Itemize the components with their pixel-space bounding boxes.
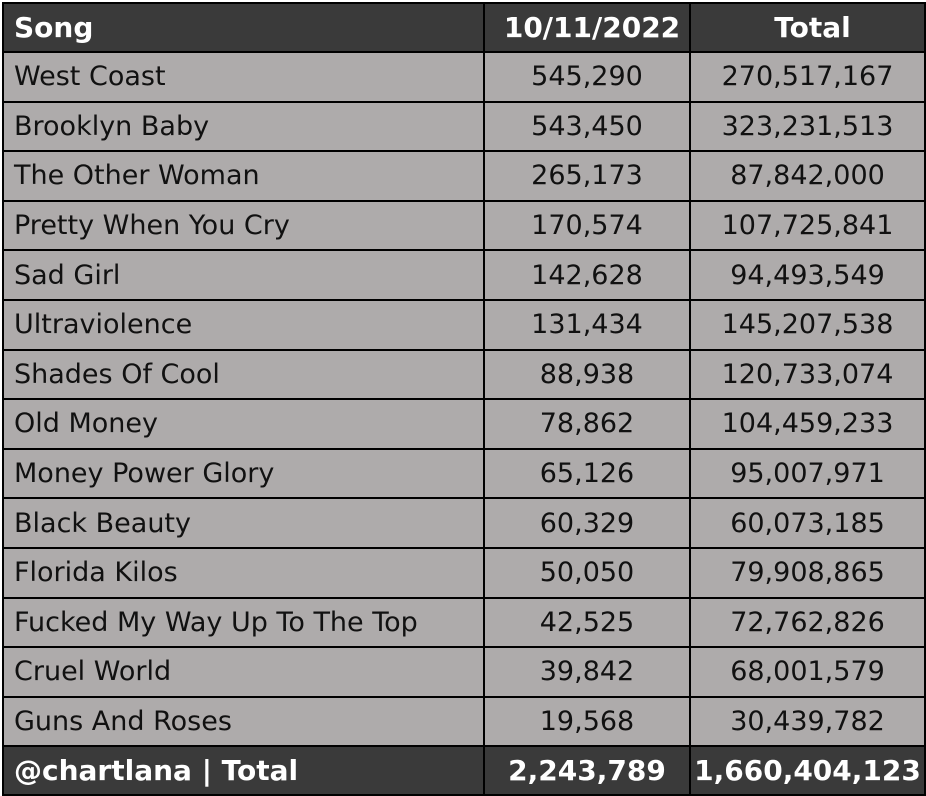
total-streams-cell: 60,073,185: [689, 497, 926, 549]
daily-streams-cell: 265,173: [483, 150, 691, 202]
total-streams-cell: 30,439,782: [689, 695, 926, 748]
date-column-header: 10/11/2022: [483, 2, 691, 53]
daily-streams-cell: 78,862: [483, 398, 691, 450]
footer-row: @chartlana | Total 2,243,789 1,660,404,1…: [2, 745, 926, 796]
total-streams-cell: 145,207,538: [689, 298, 926, 351]
daily-streams-cell: 131,434: [483, 298, 691, 351]
table-row: West Coast 545,290 270,517,167: [2, 51, 926, 103]
total-streams-cell: 270,517,167: [689, 51, 926, 103]
song-cell: Sad Girl: [2, 249, 485, 301]
daily-streams-cell: 50,050: [483, 546, 691, 599]
total-column-header: Total: [689, 2, 926, 53]
daily-streams-cell: 65,126: [483, 447, 691, 500]
header-row: Song 10/11/2022 Total: [2, 2, 926, 53]
song-cell: The Other Woman: [2, 150, 485, 202]
footer-grand-total: 1,660,404,123: [689, 745, 926, 796]
footer-label: @chartlana | Total: [2, 745, 485, 796]
table-row: Shades Of Cool 88,938 120,733,074: [2, 348, 926, 401]
daily-streams-cell: 543,450: [483, 100, 691, 153]
table-row: Old Money 78,862 104,459,233: [2, 398, 926, 450]
song-cell: West Coast: [2, 51, 485, 103]
total-streams-cell: 87,842,000: [689, 150, 926, 202]
daily-streams-cell: 170,574: [483, 199, 691, 252]
table-row: Black Beauty 60,329 60,073,185: [2, 497, 926, 549]
total-streams-cell: 94,493,549: [689, 249, 926, 301]
total-streams-cell: 104,459,233: [689, 398, 926, 450]
table-row: Cruel World 39,842 68,001,579: [2, 646, 926, 698]
table-row: Pretty When You Cry 170,574 107,725,841: [2, 199, 926, 252]
daily-streams-cell: 19,568: [483, 695, 691, 748]
total-streams-cell: 79,908,865: [689, 546, 926, 599]
total-streams-cell: 107,725,841: [689, 199, 926, 252]
song-cell: Money Power Glory: [2, 447, 485, 500]
song-rows: West Coast 545,290 270,517,167 Brooklyn Bab…: [2, 51, 926, 748]
table-row: Guns And Roses 19,568 30,439,782: [2, 695, 926, 748]
song-cell: Guns And Roses: [2, 695, 485, 748]
daily-streams-cell: 42,525: [483, 596, 691, 649]
song-cell: Brooklyn Baby: [2, 100, 485, 153]
total-streams-cell: 120,733,074: [689, 348, 926, 401]
total-streams-cell: 72,762,826: [689, 596, 926, 649]
song-column-header: Song: [2, 2, 485, 53]
footer-daily-total: 2,243,789: [483, 745, 691, 796]
daily-streams-cell: 142,628: [483, 249, 691, 301]
total-streams-cell: 68,001,579: [689, 646, 926, 698]
total-streams-cell: 323,231,513: [689, 100, 926, 153]
table-row: Fucked My Way Up To The Top 42,525 72,762,…: [2, 596, 926, 649]
song-cell: Old Money: [2, 398, 485, 450]
daily-streams-cell: 60,329: [483, 497, 691, 549]
total-streams-cell: 95,007,971: [689, 447, 926, 500]
table-row: Brooklyn Baby 543,450 323,231,513: [2, 100, 926, 153]
song-cell: Shades Of Cool: [2, 348, 485, 401]
table-row: Ultraviolence 131,434 145,207,538: [2, 298, 926, 351]
table-row: Sad Girl 142,628 94,493,549: [2, 249, 926, 301]
table-row: Money Power Glory 65,126 95,007,971: [2, 447, 926, 500]
table-row: The Other Woman 265,173 87,842,000: [2, 150, 926, 202]
song-cell: Black Beauty: [2, 497, 485, 549]
table-row: Florida Kilos 50,050 79,908,865: [2, 546, 926, 599]
daily-streams-cell: 88,938: [483, 348, 691, 401]
song-cell: Ultraviolence: [2, 298, 485, 351]
daily-streams-cell: 39,842: [483, 646, 691, 698]
daily-streams-cell: 545,290: [483, 51, 691, 103]
song-cell: Pretty When You Cry: [2, 199, 485, 252]
song-cell: Cruel World: [2, 646, 485, 698]
song-cell: Florida Kilos: [2, 546, 485, 599]
song-cell: Fucked My Way Up To The Top: [2, 596, 485, 649]
